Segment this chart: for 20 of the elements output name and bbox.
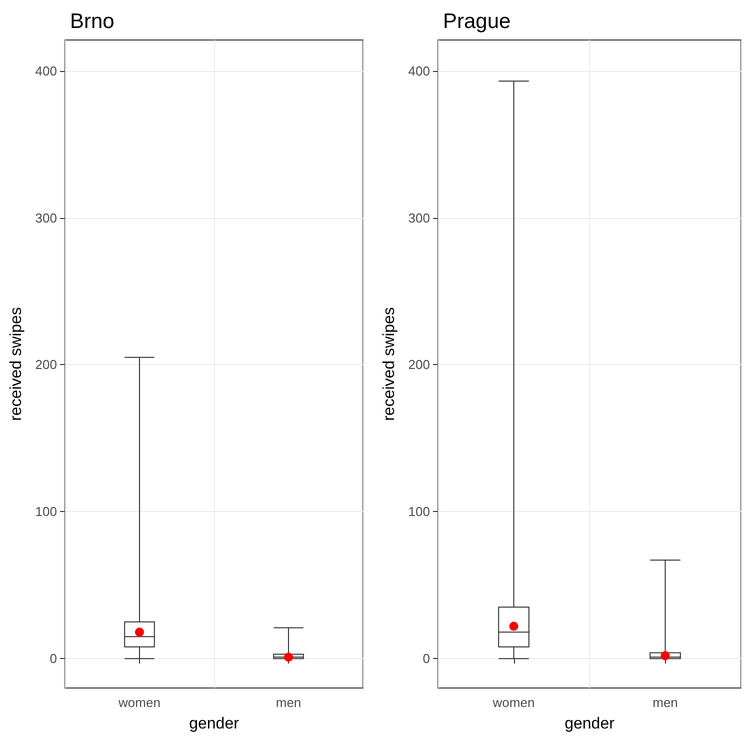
y-tick-label: 300 — [35, 210, 57, 226]
x-tick-label: women — [118, 695, 160, 710]
x-axis-title: gender — [189, 716, 240, 732]
y-tick-label: 200 — [408, 357, 430, 372]
y-tick-label: 300 — [408, 210, 430, 226]
y-tick-label: 100 — [408, 504, 430, 520]
chart-title: Prague — [443, 10, 511, 33]
y-tick-label: 0 — [422, 651, 430, 666]
y-tick-label: 400 — [408, 63, 430, 78]
x-axis-title: gender — [564, 716, 616, 732]
x-tick-label: men — [652, 695, 678, 710]
y-tick-label: 100 — [35, 504, 57, 520]
y-axis-title: received swipes — [380, 307, 398, 421]
chart-title: Brno — [70, 10, 114, 33]
y-tick-label: 200 — [35, 357, 57, 372]
y-axis-title: received swipes — [8, 307, 25, 421]
x-tick-label: women — [492, 695, 535, 710]
y-tick-label: 0 — [50, 651, 57, 666]
x-tick-label: men — [276, 695, 302, 710]
y-tick-label: 400 — [35, 63, 57, 78]
